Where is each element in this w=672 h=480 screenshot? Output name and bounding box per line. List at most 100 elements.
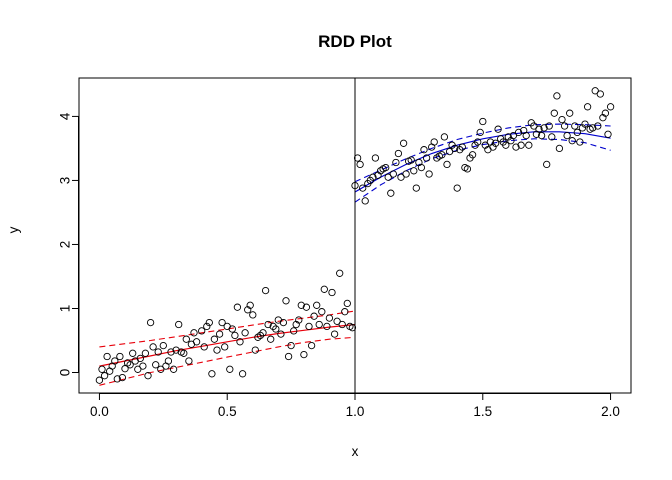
x-tick-label: 0.5 bbox=[218, 404, 237, 419]
data-point bbox=[325, 314, 334, 322]
data-point bbox=[113, 375, 121, 383]
data-point bbox=[525, 141, 533, 149]
data-point bbox=[578, 124, 587, 132]
data-point bbox=[246, 301, 254, 309]
data-point bbox=[394, 149, 403, 158]
data-point bbox=[228, 325, 236, 333]
data-point bbox=[545, 122, 553, 130]
data-point bbox=[267, 335, 275, 343]
data-point bbox=[382, 163, 390, 172]
data-point bbox=[440, 133, 449, 141]
data-point bbox=[376, 167, 385, 175]
data-point bbox=[129, 349, 137, 357]
data-point bbox=[338, 320, 346, 329]
data-point bbox=[420, 146, 428, 154]
left-lower-band bbox=[99, 336, 356, 386]
data-point bbox=[256, 331, 265, 340]
data-point bbox=[384, 173, 392, 181]
data-point bbox=[558, 115, 566, 124]
right-upper-band bbox=[354, 123, 611, 183]
data-point bbox=[290, 327, 298, 335]
data-point bbox=[566, 109, 574, 117]
data-point bbox=[417, 163, 426, 172]
x-tick-label: 1.5 bbox=[473, 404, 492, 419]
data-point bbox=[180, 349, 188, 357]
data-point bbox=[200, 343, 208, 351]
data-point bbox=[323, 322, 331, 331]
data-point bbox=[269, 322, 277, 331]
x-tick-label: 0.0 bbox=[90, 404, 109, 419]
data-point bbox=[392, 158, 400, 167]
data-point bbox=[144, 372, 152, 380]
y-tick-label: 3 bbox=[58, 177, 73, 185]
data-point bbox=[146, 318, 155, 327]
data-point bbox=[491, 139, 500, 147]
data-point bbox=[451, 144, 459, 153]
data-point bbox=[295, 316, 303, 324]
data-point bbox=[591, 87, 599, 95]
data-point bbox=[438, 151, 446, 159]
data-point bbox=[261, 286, 270, 295]
data-point bbox=[164, 357, 173, 365]
data-point bbox=[213, 346, 221, 354]
data-point bbox=[389, 170, 397, 178]
left-upper-band bbox=[99, 310, 356, 348]
data-point bbox=[504, 133, 512, 141]
data-point bbox=[175, 320, 183, 329]
data-point bbox=[328, 288, 336, 297]
data-point bbox=[126, 361, 134, 369]
data-point bbox=[576, 138, 584, 146]
data-point bbox=[522, 131, 530, 140]
data-point bbox=[315, 320, 323, 329]
right-lower-band bbox=[354, 138, 611, 203]
data-point bbox=[241, 329, 249, 337]
data-point bbox=[116, 352, 124, 361]
data-point bbox=[259, 329, 267, 337]
data-point bbox=[159, 341, 167, 350]
data-point bbox=[550, 109, 558, 117]
data-point bbox=[594, 122, 602, 130]
y-axis: 0 1 2 3 4 bbox=[58, 112, 79, 376]
data-point bbox=[336, 269, 344, 277]
x-tick-label: 1.0 bbox=[346, 404, 365, 419]
data-point bbox=[236, 338, 244, 346]
data-point bbox=[494, 125, 502, 133]
data-point bbox=[560, 122, 569, 130]
data-point bbox=[123, 359, 132, 367]
data-point bbox=[244, 306, 252, 314]
data-point bbox=[238, 370, 247, 378]
data-point bbox=[589, 124, 597, 132]
data-point bbox=[205, 318, 213, 327]
data-point bbox=[249, 311, 257, 319]
data-point bbox=[361, 197, 369, 205]
data-point bbox=[509, 131, 518, 140]
data-point bbox=[118, 373, 127, 382]
data-point bbox=[433, 154, 441, 162]
data-point bbox=[540, 124, 548, 132]
data-point bbox=[463, 165, 472, 173]
y-tick-label: 4 bbox=[58, 112, 73, 120]
data-point bbox=[422, 154, 431, 162]
data-point bbox=[573, 128, 581, 137]
data-point bbox=[548, 133, 556, 141]
data-point bbox=[353, 154, 362, 162]
data-point bbox=[226, 365, 234, 373]
y-tick-label: 1 bbox=[58, 305, 73, 313]
data-point bbox=[330, 330, 339, 338]
data-point bbox=[343, 299, 351, 308]
data-point bbox=[210, 335, 219, 343]
data-point bbox=[157, 365, 165, 373]
data-point bbox=[599, 114, 607, 122]
data-point bbox=[139, 362, 147, 370]
data-point bbox=[198, 327, 206, 335]
data-point bbox=[543, 160, 551, 169]
x-axis: 0.0 0.5 1.0 1.5 2.0 bbox=[90, 393, 620, 419]
data-point bbox=[297, 301, 305, 309]
scatter-points bbox=[95, 87, 615, 384]
data-point bbox=[154, 348, 162, 356]
data-point bbox=[134, 365, 142, 373]
data-point bbox=[307, 341, 316, 350]
data-point bbox=[185, 357, 193, 365]
data-point bbox=[479, 117, 487, 126]
data-point bbox=[282, 297, 290, 305]
